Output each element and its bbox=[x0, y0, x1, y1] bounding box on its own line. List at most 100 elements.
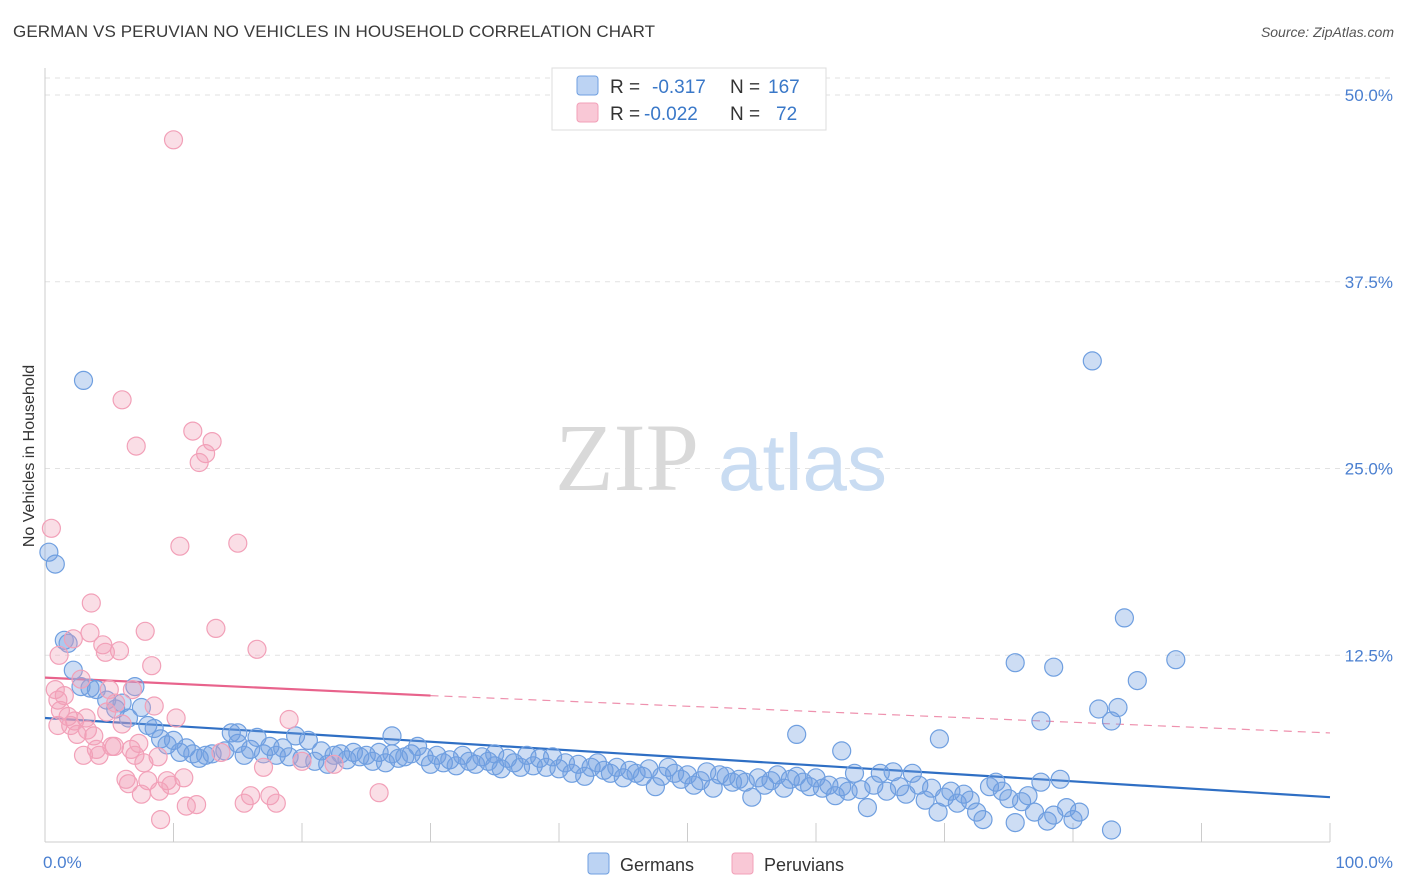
point-germans bbox=[857, 797, 878, 818]
point-germans bbox=[844, 763, 865, 783]
legend-swatch-peruvians bbox=[576, 102, 599, 123]
chart-source: Source: ZipAtlas.com bbox=[1260, 24, 1394, 40]
trendline-germans bbox=[44, 716, 1331, 799]
watermark-zip: ZIP bbox=[555, 404, 699, 511]
point-peruvians bbox=[176, 796, 196, 816]
data-points bbox=[39, 130, 1186, 840]
y-tick-label: 25.0% bbox=[1345, 460, 1393, 479]
point-germans bbox=[632, 766, 653, 786]
point-peruvians bbox=[228, 533, 248, 553]
legend-n-value-1: 167 bbox=[768, 77, 800, 98]
watermark-atlas: atlas bbox=[718, 418, 887, 507]
point-germans bbox=[1082, 351, 1102, 371]
legend-r-label-1: R = bbox=[610, 77, 640, 98]
point-germans bbox=[144, 718, 164, 739]
point-germans bbox=[877, 781, 897, 801]
point-peruvians bbox=[95, 642, 116, 662]
point-germans bbox=[408, 736, 428, 757]
axes bbox=[44, 68, 1331, 843]
point-peruvians bbox=[126, 436, 146, 456]
point-peruvians bbox=[206, 618, 226, 639]
point-peruvians bbox=[41, 518, 62, 538]
legend-n-label-1: N = bbox=[730, 77, 760, 98]
point-germans bbox=[228, 723, 248, 743]
point-germans bbox=[587, 753, 608, 773]
point-germans bbox=[1114, 608, 1135, 628]
point-peruvians bbox=[247, 639, 267, 659]
legend-r-value-1: -0.317 bbox=[652, 77, 706, 98]
point-peruvians bbox=[112, 390, 132, 410]
point-peruvians bbox=[292, 751, 312, 771]
point-peruvians bbox=[183, 421, 203, 441]
point-germans bbox=[1101, 820, 1122, 840]
point-germans bbox=[298, 730, 318, 751]
point-germans bbox=[851, 780, 871, 800]
point-peruvians bbox=[260, 786, 280, 806]
point-peruvians bbox=[106, 693, 126, 713]
trendline-peruvians-dashed bbox=[430, 694, 1331, 734]
legend-box: R = -0.317 N = 167 R = -0.022 N = 72 bbox=[551, 67, 827, 131]
point-peruvians bbox=[369, 783, 389, 803]
point-peruvians bbox=[129, 733, 149, 754]
point-peruvians bbox=[149, 781, 169, 801]
point-peruvians bbox=[170, 536, 190, 556]
legend-swatch-germans bbox=[576, 75, 599, 96]
point-germans bbox=[1127, 670, 1147, 691]
point-germans bbox=[973, 809, 993, 830]
point-peruvians bbox=[187, 794, 207, 815]
point-germans bbox=[1166, 650, 1186, 670]
point-germans bbox=[1089, 699, 1109, 719]
point-germans bbox=[125, 676, 145, 697]
point-germans bbox=[1050, 769, 1070, 789]
point-germans bbox=[960, 790, 980, 810]
point-peruvians bbox=[266, 793, 286, 813]
point-peruvians bbox=[48, 715, 68, 736]
point-peruvians bbox=[148, 747, 168, 767]
point-germans bbox=[286, 726, 306, 746]
point-germans bbox=[742, 787, 762, 807]
point-peruvians bbox=[163, 130, 184, 150]
point-peruvians bbox=[63, 629, 83, 649]
point-germans bbox=[1056, 797, 1077, 818]
point-peruvians bbox=[71, 669, 91, 689]
y-tick-label: 37.5% bbox=[1345, 273, 1393, 292]
bottom-legend-germans: Germans bbox=[620, 855, 694, 875]
point-germans bbox=[39, 542, 59, 562]
bottom-legend-swatch-peruvians bbox=[731, 852, 754, 875]
x-tick-label-max: 100.0% bbox=[1335, 853, 1393, 872]
point-peruvians bbox=[122, 679, 142, 700]
point-peruvians bbox=[196, 444, 216, 464]
point-peruvians bbox=[279, 709, 299, 730]
point-peruvians bbox=[112, 714, 132, 734]
point-peruvians bbox=[109, 641, 130, 661]
point-germans bbox=[1108, 697, 1128, 718]
point-peruvians bbox=[80, 623, 100, 643]
point-peruvians bbox=[211, 742, 231, 763]
point-germans bbox=[902, 763, 923, 783]
point-germans bbox=[73, 370, 94, 390]
point-germans bbox=[992, 781, 1012, 801]
y-tick-label: 12.5% bbox=[1345, 646, 1393, 665]
point-peruvians bbox=[49, 645, 69, 665]
point-peruvians bbox=[50, 700, 71, 721]
point-germans bbox=[915, 790, 935, 810]
y-axis-label: No Vehicles in Household bbox=[21, 365, 38, 547]
point-peruvians bbox=[121, 739, 141, 760]
bottom-legend: Germans Peruvians bbox=[587, 852, 844, 875]
point-germans bbox=[45, 554, 65, 574]
point-peruvians bbox=[135, 621, 155, 641]
point-germans bbox=[613, 768, 633, 788]
gridlines bbox=[45, 77, 1390, 656]
point-germans bbox=[966, 802, 987, 822]
point-germans bbox=[1044, 657, 1064, 677]
point-germans bbox=[485, 744, 505, 764]
point-germans bbox=[832, 741, 852, 761]
point-peruvians bbox=[241, 786, 261, 806]
point-peruvians bbox=[54, 685, 74, 706]
point-germans bbox=[1005, 812, 1025, 833]
point-peruvians bbox=[81, 593, 101, 613]
tick-labels: 12.5% 25.0% 37.5% 50.0% 0.0% 100.0% bbox=[43, 86, 1393, 872]
legend-r-value-2: -0.022 bbox=[644, 104, 698, 125]
x-tick-label-min: 0.0% bbox=[43, 853, 82, 872]
